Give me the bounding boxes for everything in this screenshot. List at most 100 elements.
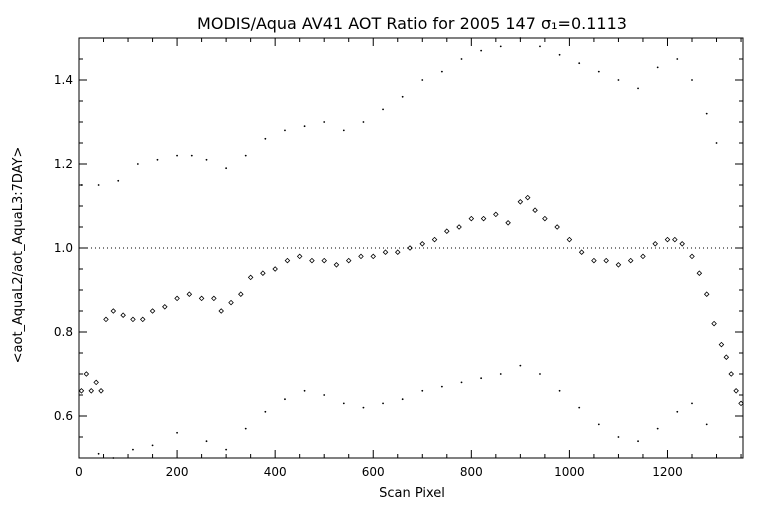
ratio-point <box>689 253 695 260</box>
x-tick-label: 400 <box>264 465 287 479</box>
upper-bound-point <box>691 79 693 81</box>
ratio-point <box>468 215 475 222</box>
upper-bound-point <box>80 184 83 186</box>
ratio-point <box>228 299 234 306</box>
ratio-point <box>728 371 734 377</box>
upper-bound-point <box>617 79 620 81</box>
ratio-point <box>554 224 560 230</box>
lower-bound-point <box>176 431 178 434</box>
lower-bound-point <box>284 398 286 401</box>
lower-bound-point <box>151 444 154 447</box>
ratio-point <box>110 308 117 314</box>
lower-bound-point <box>617 436 620 438</box>
ratio-point <box>130 316 136 323</box>
upper-bound-point <box>264 137 267 140</box>
ratio-point <box>703 291 710 297</box>
ratio-point <box>733 388 739 394</box>
ratio-point <box>431 236 438 243</box>
ratio-point <box>672 236 678 243</box>
x-axis-label: Scan Pixel <box>379 486 445 501</box>
upper-bound-point <box>637 87 639 90</box>
lower-bound-point <box>705 423 708 426</box>
lower-bound-point <box>637 440 639 443</box>
y-tick-label: 1.2 <box>54 157 73 171</box>
upper-bound-point <box>156 158 159 161</box>
ratio-point <box>284 257 291 264</box>
ratio-point <box>603 257 609 264</box>
upper-bound-point <box>715 142 718 144</box>
ratio-point <box>358 253 364 260</box>
lower-bound-point <box>597 423 600 426</box>
lower-bound-point <box>440 385 443 388</box>
ratio-point <box>83 371 90 377</box>
upper-bound-point <box>676 58 679 60</box>
upper-bound-point <box>539 45 541 48</box>
upper-bound-point <box>117 179 120 182</box>
ratio-point <box>627 257 634 264</box>
ratio-point <box>247 274 254 281</box>
upper-bound-point <box>597 70 600 73</box>
ratio-point <box>260 270 266 276</box>
ratio-point <box>419 241 426 247</box>
ratio-point <box>78 388 85 394</box>
upper-bound-point <box>97 184 100 186</box>
lower-bound-point <box>421 389 424 392</box>
ratio-point <box>444 228 450 234</box>
ratio-point <box>120 312 126 318</box>
x-tick-label: 1000 <box>554 465 585 479</box>
upper-bound-point <box>225 167 228 170</box>
ratio-point <box>640 253 646 260</box>
upper-bound-point <box>382 108 384 111</box>
lower-bound-point <box>264 410 267 413</box>
lower-bound-point <box>382 402 384 405</box>
ratio-point <box>532 207 538 213</box>
lower-bound-point <box>656 427 659 430</box>
y-tick-label: 1.4 <box>54 73 73 87</box>
ratio-point <box>149 308 156 314</box>
ratio-point <box>480 215 487 222</box>
ratio-point <box>696 270 703 276</box>
upper-bound-point <box>401 95 404 98</box>
y-tick-label: 1.0 <box>54 241 73 255</box>
ratio-point <box>517 199 524 205</box>
ratio-point <box>162 304 168 310</box>
lower-bound-point <box>342 402 345 405</box>
lower-bound-point <box>539 373 541 375</box>
ratio-point <box>309 257 315 264</box>
ratio-point <box>664 236 671 243</box>
x-tick-label: 1200 <box>652 465 683 479</box>
lower-bound-point <box>225 448 228 451</box>
x-tick-label: 0 <box>75 465 83 479</box>
ratio-point <box>718 341 725 348</box>
ratio-point <box>407 245 413 251</box>
ratio-point <box>296 253 303 260</box>
upper-bound-point <box>205 158 208 161</box>
ratio-point <box>493 211 499 218</box>
lower-bound-point <box>97 452 100 455</box>
upper-bound-point <box>499 45 502 48</box>
lower-bound-point <box>132 448 134 451</box>
ratio-point <box>88 388 95 394</box>
y-tick-label: 0.6 <box>54 409 73 423</box>
ratio-point <box>394 249 401 255</box>
y-tick-label: 0.8 <box>54 325 73 339</box>
ratio-point <box>615 262 622 268</box>
ratio-point <box>679 241 685 247</box>
upper-bound-point <box>440 70 443 73</box>
lower-bound-point <box>112 457 115 459</box>
upper-bound-point <box>176 154 178 157</box>
lower-bound-point <box>558 389 561 392</box>
lower-bound-point <box>499 373 502 375</box>
ratio-point <box>723 354 730 360</box>
upper-bound-point <box>705 112 708 115</box>
ratio-point <box>578 249 585 255</box>
upper-bound-point <box>362 121 365 123</box>
ratio-point <box>218 308 224 314</box>
lower-bound-point <box>303 389 306 392</box>
chart-title: MODIS/Aqua AV41 AOT Ratio for 2005 147 σ… <box>197 14 627 33</box>
ratio-point <box>382 249 389 255</box>
ratio-point <box>238 291 244 297</box>
lower-bound-point <box>401 398 404 401</box>
x-tick-label: 600 <box>362 465 385 479</box>
